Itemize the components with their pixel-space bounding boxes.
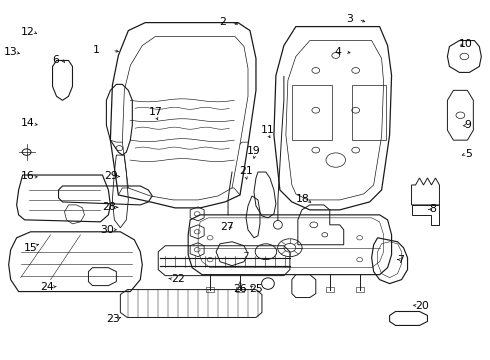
Text: 18: 18 bbox=[296, 194, 310, 204]
Text: 4: 4 bbox=[334, 46, 341, 57]
Text: 23: 23 bbox=[106, 314, 120, 324]
Bar bbox=[352, 85, 386, 140]
Text: 3: 3 bbox=[346, 14, 353, 24]
Bar bbox=[206, 287, 214, 292]
Text: 12: 12 bbox=[21, 27, 34, 36]
Text: 7: 7 bbox=[397, 255, 404, 265]
Text: 24: 24 bbox=[40, 282, 54, 292]
Text: 29: 29 bbox=[104, 171, 118, 181]
Text: 28: 28 bbox=[102, 202, 116, 212]
Text: 17: 17 bbox=[149, 107, 163, 117]
Text: 2: 2 bbox=[220, 17, 226, 27]
Text: 9: 9 bbox=[465, 121, 472, 130]
Text: 27: 27 bbox=[220, 222, 234, 232]
Text: 26: 26 bbox=[233, 284, 247, 294]
Text: 30: 30 bbox=[100, 225, 114, 235]
Text: 11: 11 bbox=[261, 125, 275, 135]
Text: 19: 19 bbox=[247, 145, 261, 156]
Text: 8: 8 bbox=[430, 204, 437, 215]
Text: 6: 6 bbox=[52, 54, 59, 64]
Bar bbox=[326, 287, 334, 292]
Bar bbox=[236, 287, 244, 292]
Bar bbox=[292, 85, 332, 140]
Text: 16: 16 bbox=[21, 171, 34, 181]
Text: 25: 25 bbox=[249, 284, 263, 294]
Text: 20: 20 bbox=[415, 301, 429, 311]
Text: 1: 1 bbox=[93, 45, 99, 55]
Text: 15: 15 bbox=[24, 243, 38, 253]
Text: 22: 22 bbox=[171, 274, 184, 284]
Text: 14: 14 bbox=[21, 118, 34, 128]
Text: 5: 5 bbox=[466, 149, 472, 159]
Text: 21: 21 bbox=[239, 166, 253, 176]
Bar bbox=[356, 287, 364, 292]
Text: 10: 10 bbox=[459, 40, 473, 49]
Text: 13: 13 bbox=[3, 46, 17, 57]
